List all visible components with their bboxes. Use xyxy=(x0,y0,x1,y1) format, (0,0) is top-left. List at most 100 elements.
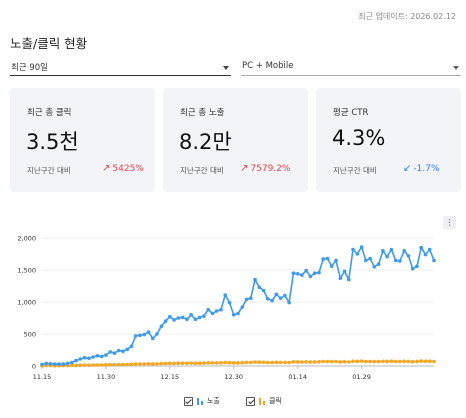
x-tick-label: 12.30 xyxy=(224,373,243,381)
data-point xyxy=(249,296,253,300)
y-tick-label: 500 xyxy=(24,331,36,339)
card-compare-label: 지난구간 대비 xyxy=(180,166,224,175)
data-point xyxy=(393,359,398,364)
data-point xyxy=(270,360,274,365)
data-point xyxy=(172,318,176,322)
data-point xyxy=(121,349,125,354)
chart-legend: 노출 클릭 xyxy=(0,396,466,408)
data-point xyxy=(317,360,321,364)
card-delta: ↗ 5425% xyxy=(102,163,144,174)
checkbox-icon[interactable] xyxy=(246,396,256,406)
card-label: 최근 총 클릭 xyxy=(27,108,72,118)
data-point xyxy=(274,292,279,297)
device-select[interactable]: PC + Mobile xyxy=(241,58,461,76)
data-point xyxy=(40,362,44,367)
chevron-down-icon xyxy=(223,66,229,70)
data-point xyxy=(227,300,232,305)
data-point xyxy=(151,362,155,366)
data-point xyxy=(334,359,338,364)
y-tick-label: 1,500 xyxy=(17,267,36,275)
data-point xyxy=(338,276,343,281)
data-point xyxy=(168,361,172,366)
data-point xyxy=(364,359,368,364)
data-point xyxy=(138,362,142,366)
data-point xyxy=(116,348,121,353)
data-point xyxy=(372,359,377,364)
data-point xyxy=(116,362,121,367)
data-point xyxy=(398,259,402,263)
data-point xyxy=(104,353,108,357)
card-value: 8.2만 xyxy=(179,130,232,154)
data-point xyxy=(133,334,138,338)
data-point xyxy=(415,359,419,364)
data-point xyxy=(257,285,262,290)
data-point xyxy=(87,363,91,367)
data-point xyxy=(91,355,95,359)
data-point xyxy=(347,277,351,282)
y-tick-label: 0 xyxy=(32,363,36,371)
data-point xyxy=(312,271,317,275)
data-point xyxy=(304,268,309,273)
data-point xyxy=(231,313,236,317)
card-compare-label: 지난구간 대비 xyxy=(333,166,377,175)
data-point xyxy=(193,317,198,322)
data-point xyxy=(278,360,283,365)
data-point xyxy=(70,360,74,365)
data-point xyxy=(163,361,168,366)
data-point xyxy=(206,361,210,365)
data-point xyxy=(364,258,368,263)
data-point xyxy=(368,359,372,364)
data-point xyxy=(219,361,223,365)
data-point xyxy=(142,362,147,366)
data-point xyxy=(261,288,266,293)
data-point xyxy=(410,359,415,364)
data-point xyxy=(240,305,245,309)
data-point xyxy=(355,252,360,256)
checkbox-icon[interactable] xyxy=(183,396,193,406)
data-point xyxy=(351,359,355,363)
data-point xyxy=(342,269,347,274)
data-point xyxy=(197,361,202,365)
data-point xyxy=(82,355,87,360)
data-point xyxy=(291,271,296,275)
card-value: 4.3% xyxy=(332,126,386,150)
data-point xyxy=(338,360,343,364)
total-impressions-card: 최근 총 노출 8.2만 지난구간 대비 ↗ 7579.2% xyxy=(163,88,308,192)
data-point xyxy=(419,359,424,363)
data-point xyxy=(202,314,206,318)
data-point xyxy=(78,363,83,367)
legend-toggle-clicks[interactable]: 클릭 xyxy=(246,396,282,406)
chart-menu-button[interactable]: ⋮ xyxy=(443,216,456,229)
data-point xyxy=(317,270,321,275)
data-point xyxy=(427,359,432,363)
data-point xyxy=(48,362,53,366)
card-delta-value: 5425% xyxy=(112,164,144,174)
data-point xyxy=(266,360,270,365)
data-point xyxy=(432,359,436,364)
data-point xyxy=(210,311,215,316)
data-point xyxy=(91,363,95,367)
data-point xyxy=(325,359,330,364)
data-point xyxy=(274,360,279,365)
series-bar-icon xyxy=(196,397,204,405)
trend-up-icon: ↗ xyxy=(240,163,249,174)
legend-toggle-impressions[interactable]: 노출 xyxy=(183,396,220,406)
data-point xyxy=(138,333,142,338)
data-point xyxy=(376,262,381,266)
data-point xyxy=(133,362,138,366)
data-point xyxy=(202,361,206,365)
card-delta: ↗ 7579.2% xyxy=(240,163,290,174)
card-value: 3.5천 xyxy=(26,130,79,154)
x-tick-label: 12.15 xyxy=(161,373,180,381)
data-point xyxy=(236,361,240,365)
period-select[interactable]: 최근 90일 xyxy=(10,58,231,76)
data-point xyxy=(347,360,351,364)
data-point xyxy=(355,359,360,364)
data-point xyxy=(214,361,219,365)
data-point xyxy=(53,362,57,366)
data-point xyxy=(180,361,185,365)
data-point xyxy=(112,363,117,367)
data-point xyxy=(334,258,338,263)
data-point xyxy=(151,336,155,341)
data-point xyxy=(129,362,134,367)
